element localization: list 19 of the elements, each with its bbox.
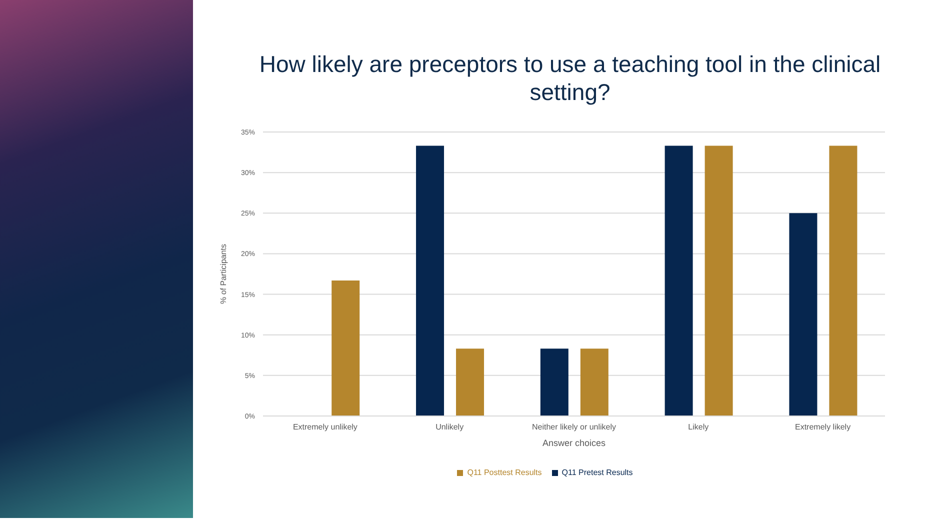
bar: [789, 213, 818, 416]
x-tick-label: Extremely likely: [795, 422, 851, 432]
legend-label: Q11 Posttest Results: [467, 468, 542, 477]
bar: [456, 348, 484, 416]
chart-title: How likely are preceptors to use a teaching tool in the clinical setting?: [258, 50, 882, 106]
bar: [704, 146, 733, 416]
bar: [416, 146, 444, 416]
bar: [829, 146, 858, 416]
bar: [540, 348, 568, 416]
y-axis-title: % of Participants: [218, 244, 228, 304]
x-tick-label: Neither likely or unlikely: [532, 422, 616, 432]
bar: [580, 348, 608, 416]
x-tick-label: Extremely unlikely: [292, 422, 358, 432]
bar: [332, 280, 360, 416]
bar: [664, 146, 693, 416]
x-tick-label: Likely: [688, 422, 709, 432]
x-axis-title: Answer choices: [542, 438, 606, 448]
x-tick-label: Unlikely: [436, 422, 464, 432]
legend-label: Q11 Pretest Results: [562, 468, 633, 477]
